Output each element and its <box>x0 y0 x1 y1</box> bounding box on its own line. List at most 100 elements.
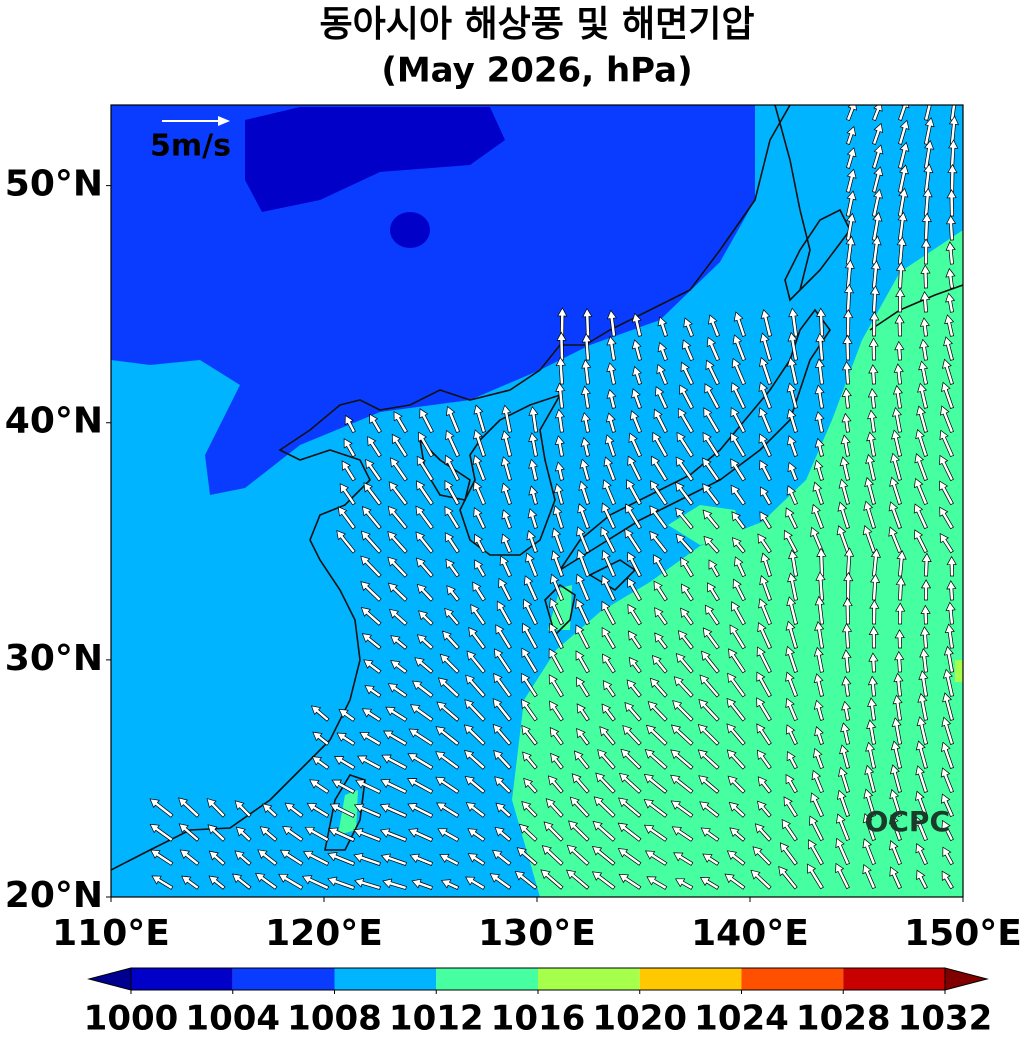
wind-arrow <box>915 816 928 842</box>
wind-arrow <box>645 724 668 746</box>
wind-arrow <box>756 723 772 746</box>
wind-arrow <box>646 876 668 890</box>
wind-arrow <box>786 750 798 770</box>
coastline <box>784 208 851 302</box>
wind-arrow <box>601 626 616 650</box>
wind-arrow <box>756 749 772 770</box>
wind-arrow <box>946 580 957 601</box>
wind-arrow <box>730 382 746 410</box>
wind-arrow <box>576 526 590 554</box>
wind-arrow <box>914 529 928 554</box>
wind-arrow <box>897 141 910 169</box>
y-tick-label: 30°N <box>5 638 103 679</box>
wind-arrow <box>839 744 850 769</box>
wind-arrow <box>496 600 512 626</box>
wind-arrow <box>551 527 564 553</box>
wind-arrow <box>388 481 408 506</box>
wind-arrow <box>698 698 720 722</box>
wind-arrow <box>942 668 955 697</box>
wind-arrow <box>629 410 642 434</box>
wind-arrow <box>808 839 824 866</box>
wind-arrow <box>550 550 564 577</box>
wind-arrow <box>948 139 959 169</box>
wind-arrow <box>869 573 881 601</box>
wind-arrow <box>841 360 853 385</box>
wind-arrow <box>814 726 824 745</box>
wind-arrow <box>869 311 880 337</box>
wind-arrow <box>234 850 252 866</box>
wind-arrow <box>872 144 884 169</box>
wind-arrow <box>255 872 278 890</box>
wind-arrow <box>500 456 512 481</box>
wind-arrow <box>704 604 720 626</box>
wind-arrow <box>841 675 852 697</box>
wind-arrow <box>915 740 928 769</box>
wind-arrow <box>600 526 616 554</box>
wind-arrow <box>654 632 668 650</box>
wind-arrow <box>812 481 824 505</box>
wind-arrow <box>466 650 486 674</box>
wind-arrow <box>758 433 772 458</box>
wind-arrow <box>618 772 642 794</box>
wind-arrow <box>724 873 746 890</box>
wind-arrow <box>728 801 746 818</box>
wind-arrow <box>731 601 746 626</box>
wind-arrow <box>643 773 668 794</box>
colorbar-segment <box>741 968 844 990</box>
wind-arrow <box>846 105 858 122</box>
wind-arrow <box>338 708 356 722</box>
wind-arrow <box>945 241 956 265</box>
wind-arrow <box>581 333 592 361</box>
wind-arrow <box>778 865 798 890</box>
wind-arrow <box>500 430 513 457</box>
wind-arrow <box>862 525 876 553</box>
wind-arrow <box>569 796 590 818</box>
wind-arrow <box>835 862 850 890</box>
wind-arrow <box>361 633 382 650</box>
y-tick-label: 50°N <box>5 164 103 205</box>
x-tick-label: 130°E <box>478 913 596 954</box>
wind-arrow <box>726 697 746 722</box>
wind-arrow <box>814 595 825 625</box>
wind-arrow <box>552 505 564 529</box>
wind-arrow <box>627 577 642 602</box>
wind-arrow <box>606 309 617 337</box>
wind-arrow <box>444 607 460 626</box>
wind-arrow <box>702 853 720 866</box>
wind-arrow <box>653 580 668 602</box>
wind-arrow <box>622 725 642 746</box>
wind-arrow <box>890 764 902 793</box>
wind-vectors <box>149 105 959 890</box>
wind-arrow <box>673 852 694 866</box>
wind-arrow <box>950 105 957 121</box>
wind-arrow <box>625 503 642 530</box>
wind-arrow <box>528 432 539 457</box>
wind-arrow <box>627 603 642 626</box>
wind-arrow <box>644 749 668 770</box>
wind-arrow <box>918 670 929 697</box>
wind-arrow <box>489 873 512 890</box>
wind-arrow <box>331 779 356 794</box>
wind-arrow <box>845 212 857 241</box>
colorbar-segment <box>639 968 742 990</box>
wind-arrow <box>523 575 538 602</box>
wind-arrow <box>151 875 174 890</box>
wind-arrow <box>591 871 616 890</box>
wind-arrow <box>872 122 884 145</box>
wind-arrow <box>759 332 772 361</box>
wind-arrow <box>414 657 434 674</box>
wind-arrow <box>923 117 935 145</box>
wind-arrow <box>464 876 486 890</box>
colorbar-label: 1004 <box>185 999 280 1039</box>
wind-arrow <box>573 750 590 770</box>
wind-arrow <box>671 826 694 842</box>
colorbar-segment <box>538 968 640 990</box>
wind-arrow <box>379 803 408 818</box>
wind-arrow <box>864 764 876 793</box>
wind-arrow <box>545 798 564 818</box>
wind-arrow <box>360 555 382 578</box>
wind-arrow <box>208 850 226 866</box>
wind-arrow <box>916 405 928 433</box>
wind-arrow <box>846 125 857 145</box>
wind-arrow <box>592 820 616 842</box>
